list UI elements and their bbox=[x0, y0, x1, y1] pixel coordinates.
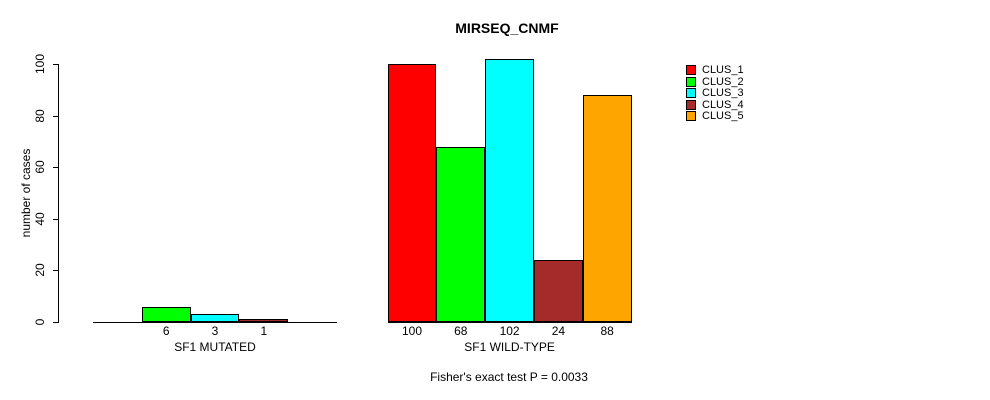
y-tick bbox=[53, 64, 58, 66]
bar-value-label: 1 bbox=[260, 324, 268, 338]
fisher-test-caption: Fisher's exact test P = 0.0033 bbox=[430, 370, 588, 384]
bar-sf1-mutated-clus_4 bbox=[239, 319, 289, 322]
bar-value-label: 88 bbox=[600, 324, 614, 338]
bar-value-label: 3 bbox=[211, 324, 219, 338]
y-tick-label: 20 bbox=[33, 263, 47, 278]
y-axis-line bbox=[58, 64, 59, 323]
y-tick bbox=[53, 167, 58, 169]
bar-sf1-mutated-clus_3 bbox=[190, 314, 240, 322]
legend-label-clus_3: CLUS_3 bbox=[702, 87, 744, 100]
legend-swatch-clus_4 bbox=[686, 99, 696, 110]
bar-sf1-mutated-clus_2 bbox=[141, 306, 191, 322]
legend-swatch-clus_1 bbox=[686, 65, 696, 75]
legend-label-clus_4: CLUS_4 bbox=[702, 98, 744, 111]
bar-sf1-wild-type-clus_4 bbox=[534, 260, 583, 322]
group-label-sf1-wild-type: SF1 WILD-TYPE bbox=[464, 340, 555, 354]
legend-label-clus_5: CLUS_5 bbox=[702, 110, 744, 123]
y-tick-label: 60 bbox=[33, 160, 47, 175]
bar-sf1-wild-type-clus_1 bbox=[387, 64, 437, 322]
legend-label-clus_1: CLUS_1 bbox=[702, 64, 744, 76]
legend-swatch-clus_3 bbox=[686, 88, 696, 99]
group-baseline-sf1-wild-type bbox=[387, 322, 632, 323]
y-tick bbox=[53, 115, 58, 117]
bar-value-label: 24 bbox=[551, 324, 566, 338]
y-tick-label: 40 bbox=[33, 212, 47, 226]
chart-title: MIRSEQ_CNMF bbox=[455, 20, 559, 36]
bar-sf1-wild-type-clus_5 bbox=[582, 95, 632, 322]
group-baseline-sf1-mutated bbox=[93, 322, 337, 323]
y-tick bbox=[53, 322, 58, 323]
bar-sf1-wild-type-clus_2 bbox=[436, 146, 486, 322]
y-tick-label: 0 bbox=[33, 318, 47, 326]
group-label-sf1-mutated: SF1 MUTATED bbox=[174, 340, 256, 354]
y-tick-label: 100 bbox=[33, 54, 47, 75]
bar-value-label: 102 bbox=[499, 324, 520, 338]
y-tick-label: 80 bbox=[33, 109, 47, 123]
y-tick bbox=[53, 270, 58, 272]
legend-label-clus_2: CLUS_2 bbox=[702, 75, 744, 88]
legend-swatch-clus_2 bbox=[686, 76, 696, 87]
bar-value-label: 6 bbox=[162, 324, 170, 338]
bar-value-label: 68 bbox=[454, 324, 468, 338]
bar-sf1-wild-type-clus_3 bbox=[485, 59, 534, 322]
legend-swatch-clus_5 bbox=[686, 111, 696, 122]
bar-value-label: 100 bbox=[401, 324, 423, 338]
y-tick bbox=[53, 218, 58, 220]
